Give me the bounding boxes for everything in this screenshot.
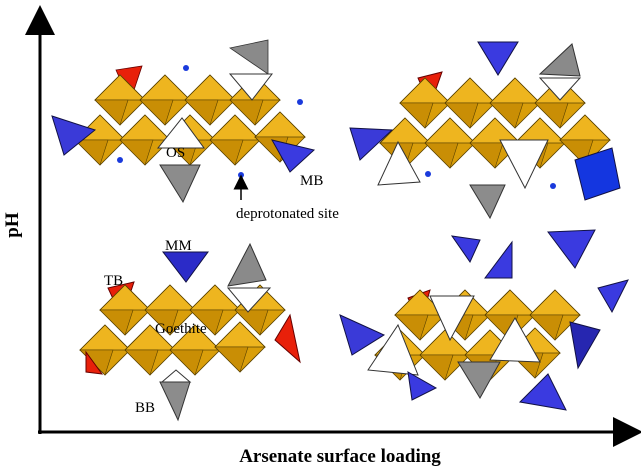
goethite-label: Goethite [155,321,207,337]
diagram: pH Arsenate surface loading OS MB deprot… [0,0,641,469]
y-axis-label: pH [2,212,23,238]
x-axis-label: Arsenate surface loading [239,446,441,467]
tb-label: TB [104,273,123,289]
mm-label: MM [165,238,192,254]
cluster-low-loading-low-ph: MM TB Goethite BB [80,238,300,420]
cluster-low-loading-high-ph: OS MB deprotonated site [52,40,339,222]
os-label: OS [166,145,185,161]
cluster-high-loading-high-ph [350,42,620,218]
deprotonated-label: deprotonated site [236,206,339,222]
cluster-high-loading-low-ph [340,230,628,410]
bb-label: BB [135,400,155,416]
mb-label: MB [300,173,323,189]
